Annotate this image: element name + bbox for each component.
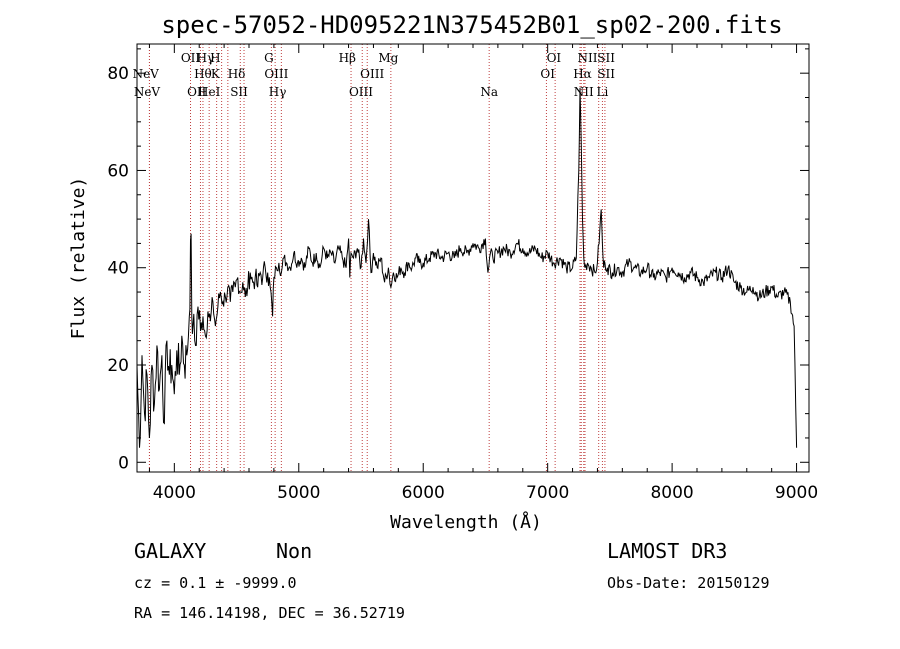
line-label: HeI xyxy=(198,85,221,99)
y-tick-label: 0 xyxy=(118,453,129,473)
coordinates-info: RA = 146.14198, DEC = 36.52719 xyxy=(134,604,405,622)
line-label: OI xyxy=(547,51,562,65)
plot-frame xyxy=(136,43,810,473)
x-tick-label: 7000 xyxy=(526,483,569,503)
line-label: Li xyxy=(597,85,609,99)
object-subclass: Non xyxy=(276,539,313,563)
line-label: OIII xyxy=(349,85,373,99)
y-tick-label: 60 xyxy=(107,161,129,181)
x-tick-label: 9000 xyxy=(775,483,818,503)
emission-line-markers xyxy=(148,44,606,472)
line-label: Hθ xyxy=(194,67,212,81)
line-label: OIII xyxy=(264,67,288,81)
x-tick-label: 8000 xyxy=(650,483,693,503)
chart-title: spec-57052-HD095221N375452B01_sp02-200.f… xyxy=(161,11,782,39)
y-tick-label: 40 xyxy=(107,259,129,279)
object-class: GALAXY xyxy=(134,539,207,563)
line-label: OI xyxy=(540,67,555,81)
line-label: Hα xyxy=(573,67,592,81)
line-label: Hβ xyxy=(339,51,356,65)
line-label: NeV xyxy=(134,85,161,99)
y-tick-label: 20 xyxy=(107,356,129,376)
line-label: SII xyxy=(597,67,615,81)
y-tick-label: 80 xyxy=(107,64,129,84)
spectrum-line xyxy=(136,87,798,448)
line-label: SII xyxy=(597,51,615,65)
line-label: OII xyxy=(187,85,207,99)
line-label: OIII xyxy=(360,67,384,81)
line-label: NII xyxy=(577,51,597,65)
survey-name: LAMOST DR3 xyxy=(607,539,728,563)
line-label: G xyxy=(264,51,274,65)
x-tick-label: 6000 xyxy=(402,483,445,503)
line-label: Na xyxy=(480,85,498,99)
line-label: OII xyxy=(181,51,201,65)
line-label: Hγ xyxy=(269,85,287,99)
x-tick-label: 4000 xyxy=(153,483,196,503)
line-label: K xyxy=(211,67,221,81)
line-label: Mg xyxy=(378,51,398,65)
line-label: Hδ xyxy=(228,67,246,81)
y-axis-label: Flux (relative) xyxy=(68,177,89,340)
line-label: Hγ xyxy=(197,51,215,65)
x-tick-label: 5000 xyxy=(277,483,320,503)
line-label: NeV xyxy=(133,67,160,81)
redshift-info: cz = 0.1 ± -9999.0 xyxy=(134,574,297,592)
x-axis-ticks: 4000 5000 6000 7000 8000 9000 xyxy=(148,44,818,503)
line-label: H xyxy=(210,51,220,65)
observation-date: Obs-Date: 20150129 xyxy=(607,574,770,592)
x-axis-label: Wavelength (Å) xyxy=(390,511,542,533)
y-axis-ticks: 0 20 40 60 80 xyxy=(107,48,809,473)
line-label: SII xyxy=(230,85,248,99)
line-label: NII xyxy=(574,85,594,99)
